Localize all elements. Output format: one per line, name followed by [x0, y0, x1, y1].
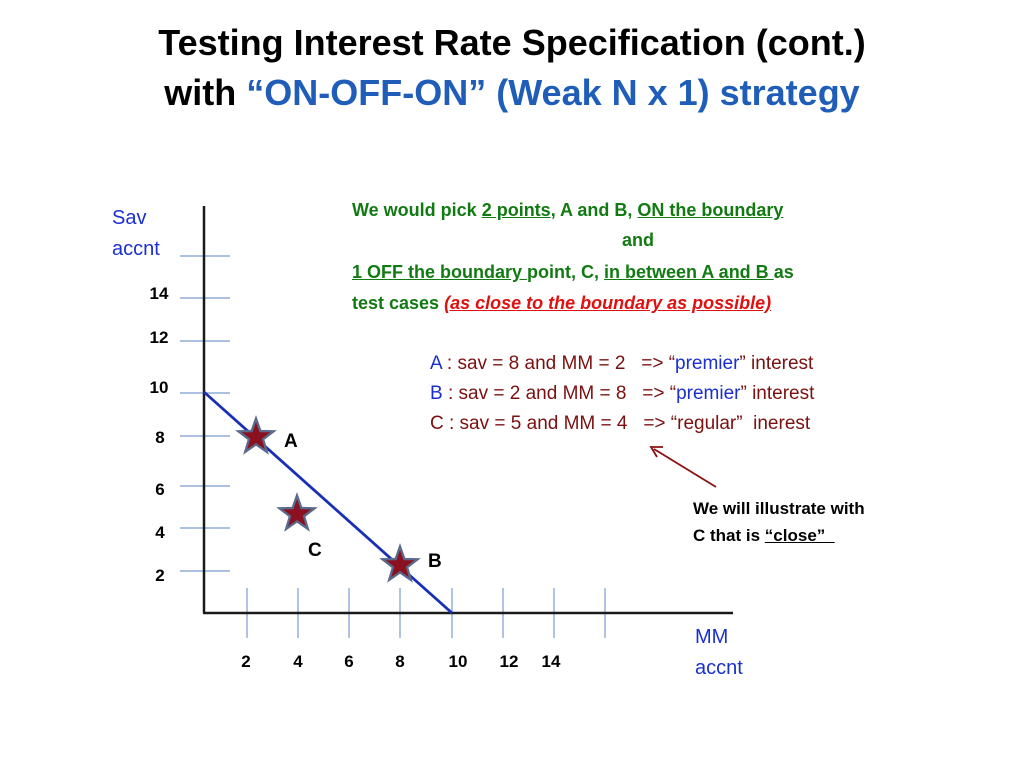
- boundary-line: [203, 390, 453, 615]
- axis-titles: Sav accnt MM accnt: [112, 207, 743, 679]
- star-icon-b-core: [385, 550, 415, 578]
- slide-title: Testing Interest Rate Specification (con…: [0, 18, 1024, 118]
- case-a-name: A: [430, 353, 442, 374]
- desc-l3-off-boundary: 1 OFF the boundary: [352, 262, 528, 282]
- desc-l1-two-points: 2 points: [481, 200, 551, 220]
- x-tick-labels: 2 4 6 8 10 12 14: [241, 652, 561, 671]
- x-tick-label: 6: [344, 652, 353, 671]
- x-tick-label: 8: [395, 652, 404, 671]
- star-icon-c-core: [282, 499, 312, 527]
- x-tick-label: 2: [241, 652, 250, 671]
- desc-l1-on-boundary: ON the boundary: [637, 200, 784, 220]
- x-axis-title-line-2: accnt: [695, 657, 743, 679]
- desc-l1-pre: We would pick: [352, 200, 482, 220]
- description-line-4: test cases (as close to the boundary as …: [352, 291, 771, 315]
- case-b-text: : sav = 2 and MM = 8 => “: [442, 383, 677, 404]
- desc-l1-mid: , A and B,: [550, 200, 638, 220]
- description-line-2: and: [622, 230, 655, 250]
- title-line-2-highlight: “ON-OFF-ON” (Weak N x 1) strategy: [246, 72, 860, 113]
- case-b-premier: premier: [676, 383, 741, 404]
- title-line-1: Testing Interest Rate Specification (con…: [158, 22, 866, 63]
- case-a: A : sav = 8 and MM = 2 => “premier” inte…: [430, 352, 813, 376]
- x-axis-title-line-1: MM: [695, 626, 728, 648]
- y-tick-label: 8: [155, 428, 164, 447]
- point-markers: [235, 415, 421, 583]
- y-axis-title-line-2: accnt: [112, 238, 160, 260]
- case-c: C : sav = 5 and MM = 4 => “regular” iner…: [430, 413, 811, 434]
- y-tick-label: 6: [155, 480, 164, 499]
- x-tick-label: 4: [293, 652, 303, 671]
- arrow-head-icon: [649, 446, 663, 458]
- title-line-2-prefix: with: [164, 72, 247, 113]
- case-a-premier: premier: [675, 353, 740, 374]
- description-line-3: 1 OFF the boundary point, C, in between …: [352, 260, 794, 284]
- x-tick-label: 10: [449, 652, 468, 671]
- desc-l3-mid: point, C,: [527, 262, 604, 282]
- point-label-c: C: [308, 540, 322, 561]
- y-tick-labels: 14 12 10 8 6 4 2: [150, 284, 169, 585]
- note-line-1: We will illustrate with: [693, 499, 865, 518]
- star-icon-a-core: [241, 422, 271, 450]
- x-tick-label: 14: [542, 652, 561, 671]
- note-line-2-pre: C that is: [693, 526, 765, 545]
- y-tick-label: 10: [150, 378, 169, 397]
- y-tick-label: 12: [150, 328, 169, 347]
- arrow-shaft: [653, 448, 717, 488]
- case-b-name: B: [430, 383, 443, 404]
- case-a-tail: ” interest: [739, 353, 814, 374]
- case-a-text: : sav = 8 and MM = 2 => “: [441, 353, 676, 374]
- y-tick-label: 4: [155, 523, 165, 542]
- description-line-1: We would pick 2 points, A and B, ON the …: [352, 198, 783, 222]
- note-line-2-close: “close”: [764, 526, 835, 545]
- point-label-b: B: [428, 551, 442, 572]
- y-axis-title-line-1: Sav: [112, 207, 146, 229]
- pointer-arrow: [649, 446, 717, 488]
- title-line-2: with “ON-OFF-ON” (Weak N x 1) strategy: [0, 68, 1024, 118]
- y-tick-label: 2: [155, 566, 164, 585]
- point-label-a: A: [284, 431, 298, 452]
- desc-l3-between: in between A and B: [604, 262, 774, 282]
- note-line-2: C that is “close”: [693, 524, 835, 548]
- desc-l3-post: as: [773, 262, 794, 282]
- case-b: B : sav = 2 and MM = 8 => “premier” inte…: [430, 382, 814, 406]
- desc-l4-close: (as close to the boundary as possible): [444, 293, 772, 313]
- x-tick-label: 12: [500, 652, 519, 671]
- y-tick-label: 14: [150, 284, 169, 303]
- point-labels: A C B: [284, 431, 442, 572]
- desc-l4-pre: test cases: [352, 293, 445, 313]
- case-b-tail: ” interest: [740, 383, 815, 404]
